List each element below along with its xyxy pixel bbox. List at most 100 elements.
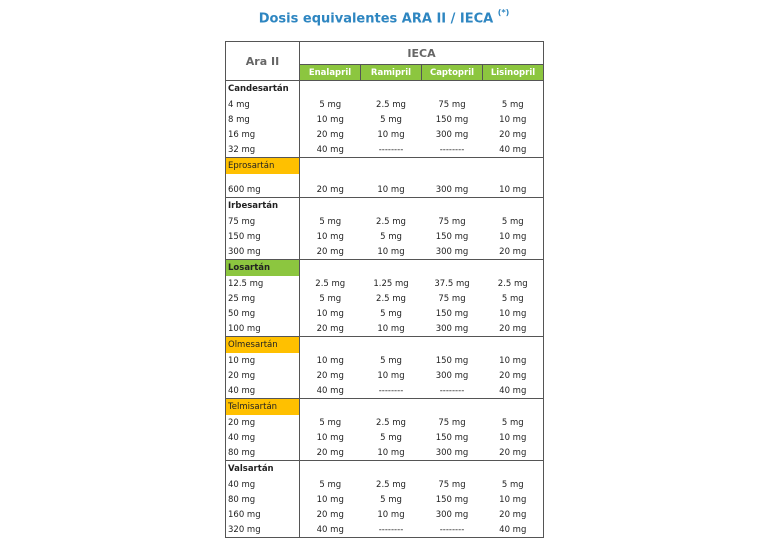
ieca-dose-cell: 10 mg [377,129,405,140]
ieca-dose-cell: 75 mg [438,293,466,304]
ieca-dose-cell: 20 mg [482,321,545,337]
ieca-dose-cell: 5 mg [482,477,545,492]
ieca-dose-cell: 10 mg [316,114,344,125]
table-row: 75 mg 5 mg 2.5 mg 75 mg 5 mg [225,214,545,229]
group-name-row: Telmisartán [225,398,545,416]
ara-dose-cell: 160 mg [225,507,300,522]
ieca-dose-cell: -------- [439,144,465,155]
table-row: 100 mg 20 mg 10 mg 300 mg 20 mg [225,321,545,337]
group-name-row: Valsartán [225,460,545,478]
ieca-dose-cell: 10 mg [316,494,344,505]
group-name-row: Irbesartán [225,197,545,214]
ara-dose-cell: 12.5 mg [225,276,300,291]
ieca-dose-cell: 300 mg [435,184,469,195]
group-name-row: Olmesartán [225,336,545,354]
ieca-dose-cell: 40 mg [482,142,545,158]
empty-cell [422,399,483,416]
ieca-dose-cell: 2.5 mg [315,278,346,289]
ara-drug-name: Valsartán [225,460,300,477]
table-row: 320 mg 40 mg -------- -------- 40 mg [225,522,545,538]
ieca-dose-cell: 2.5 mg [376,216,406,227]
ieca-dose-cell: 20 mg [316,129,344,140]
ara-drug-name: Eprosartán [225,157,300,174]
empty-cell [482,157,545,174]
table-row: 32 mg 40 mg -------- -------- 40 mg [225,142,545,158]
table-row: 600 mg 20 mg 10 mg 300 mg 10 mg [225,182,545,198]
empty-cell [482,460,545,477]
table-row: 16 mg 20 mg 10 mg 300 mg 20 mg [225,127,545,142]
ara-dose-cell: 75 mg [225,214,300,229]
group-1: Eprosartán 600 mg 20 mg 10 mg 300 mg 10 mg [225,157,545,198]
ieca-dose-cell: -------- [439,385,465,396]
ieca-dose-cell: 300 mg [435,370,469,381]
ara-drug-name: Olmesartán [225,336,300,353]
ieca-dose-cell: 10 mg [377,323,405,334]
table-row: 8 mg 10 mg 5 mg 150 mg 10 mg [225,112,545,127]
ieca-dose-cell: 150 mg [435,355,469,366]
table-row: 80 mg 10 mg 5 mg 150 mg 10 mg [225,492,545,507]
page-title: Dosis equivalentes ARA II / IECA (*) [0,8,768,26]
empty-cell [300,337,361,354]
group-name-row: Eprosartán [225,157,545,175]
ieca-dose-cell: 5 mg [319,293,342,304]
ara-drug-name: Losartán [225,259,300,276]
ara-dose-cell: 80 mg [225,445,300,461]
group-name-row: Candesartán [225,80,545,98]
ieca-dose-cell: 5 mg [319,216,342,227]
ieca-dose-cell: 20 mg [316,323,344,334]
table-row: 50 mg 10 mg 5 mg 150 mg 10 mg [225,306,545,321]
ieca-header: IECA [298,41,545,65]
ieca-dose-cell: 10 mg [482,229,545,244]
ara-dose-cell: 16 mg [225,127,300,142]
ieca-dose-cell: 75 mg [438,417,466,428]
group-6: Valsartán 40 mg 5 mg 2.5 mg 75 mg 5 mg 80 mg 10… [225,460,545,538]
ieca-dose-cell: 10 mg [482,492,545,507]
drug-header-ramipril: Ramipril [360,64,422,81]
empty-cell [482,259,545,276]
ieca-dose-cell: 300 mg [435,447,469,458]
ieca-dose-cell: 10 mg [377,509,405,520]
ieca-dose-cell: 300 mg [435,323,469,334]
empty-cell [422,158,483,175]
empty-cell [361,260,422,277]
dose-table: Ara II IECA Enalapril Ramipril Captopril… [225,41,545,538]
ieca-dose-cell: 40 mg [316,144,344,155]
empty-cell [482,336,545,353]
ara-dose-cell: 8 mg [225,112,300,127]
ara-drug-name: Irbesartán [225,197,300,214]
ara-dose-cell: 40 mg [225,383,300,399]
ieca-dose-cell: 150 mg [435,114,469,125]
empty-cell [422,81,483,98]
ieca-dose-cell: 20 mg [482,244,545,260]
table-row: 10 mg 10 mg 5 mg 150 mg 10 mg [225,353,545,368]
empty-cell [300,158,361,175]
ieca-dose-cell: 75 mg [438,99,466,110]
ara-dose-cell: 25 mg [225,291,300,306]
ara-dose-cell: 600 mg [225,182,300,198]
ieca-dose-cell: -------- [378,144,404,155]
ieca-dose-cell: 2.5 mg [376,479,406,490]
ieca-dose-cell: 10 mg [482,430,545,445]
ieca-dose-cell: 1.25 mg [373,278,409,289]
empty-cell [422,337,483,354]
ieca-dose-cell: 10 mg [377,447,405,458]
ieca-dose-cell: -------- [439,524,465,535]
empty-cell [300,260,361,277]
drug-header-enalapril: Enalapril [299,64,361,81]
ieca-dose-cell: 5 mg [319,479,342,490]
ieca-dose-cell: 2.5 mg [376,293,406,304]
ara-drug-name: Candesartán [225,80,300,97]
empty-cell [300,461,361,478]
ieca-dose-cell: 10 mg [377,246,405,257]
ieca-dose-cell: 10 mg [377,184,405,195]
ara-dose-cell: 320 mg [225,522,300,538]
ieca-dose-cell: 75 mg [438,216,466,227]
ieca-dose-cell: 300 mg [435,246,469,257]
empty-cell [361,337,422,354]
drug-header-captopril: Captopril [421,64,483,81]
empty-cell [300,399,361,416]
ieca-dose-cell: 5 mg [482,214,545,229]
ieca-dose-cell: 5 mg [380,231,402,242]
ieca-dose-cell: 20 mg [482,507,545,522]
table-row: 25 mg 5 mg 2.5 mg 75 mg 5 mg [225,291,545,306]
